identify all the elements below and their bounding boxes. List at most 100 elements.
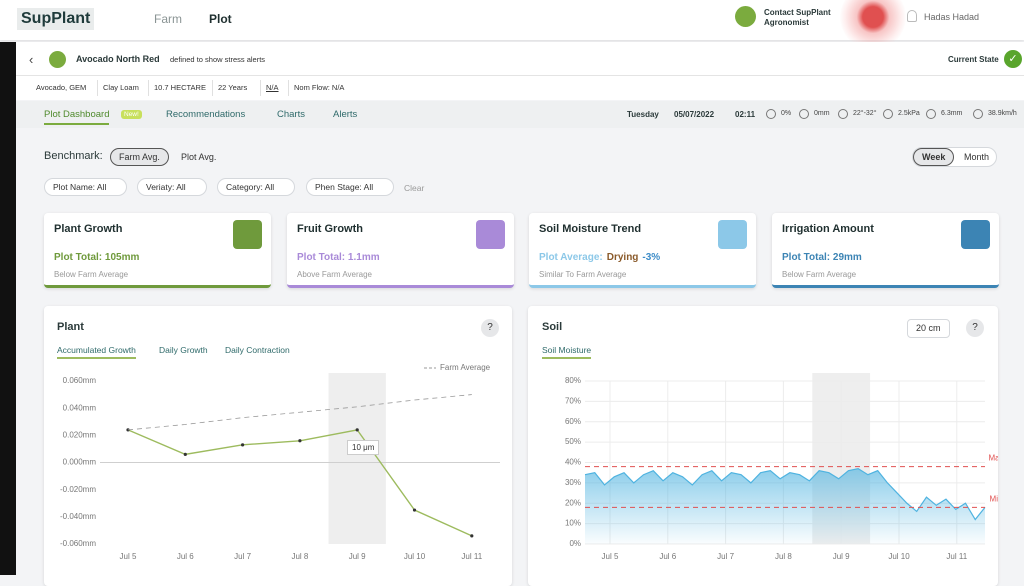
contact-icon[interactable] [735,6,756,27]
subnav-tab[interactable]: Recommendations [166,109,246,120]
benchmark-option[interactable]: Plot Avg. [181,152,217,162]
y-tick-label: 20% [565,498,581,507]
y-tick-label: 0.000mm [63,458,97,467]
x-tick-label: Jul 6 [177,552,194,561]
filter-clear[interactable]: Clear [404,183,425,193]
y-tick-label: 50% [565,437,581,446]
info-divider [212,80,213,96]
depth-select[interactable]: 20 cm [907,319,950,338]
soil-chart: 80% 70% 60% 50% 40% 30% 20% 10% 0% Jul 5 Jul 6 Jul … [565,373,998,561]
period-option[interactable]: Week [913,148,955,166]
card-title: Irrigation Amount [782,223,874,235]
card-note: Above Farm Average [297,270,373,279]
plant-chart: 0.060mm 0.040mm 0.020mm 0.000mm -0.020mm -0.0… [60,363,500,561]
user-name[interactable]: Hadas Hadad [924,12,980,22]
weather-icon [973,109,983,119]
panel-tab[interactable]: Accumulated Growth [57,345,136,359]
x-tick-label: Jul 8 [775,552,792,561]
weather-icon [799,109,809,119]
y-tick-label: -0.060mm [60,539,96,548]
y-tick-label: 30% [565,478,581,487]
card-value: Plot Average: [539,252,603,263]
y-tick-label: 80% [565,376,581,385]
subnav-tab[interactable]: Alerts [333,109,358,120]
card-value: Plot Total: 29mm [782,252,862,263]
x-tick-label: Jul 10 [888,552,910,561]
info-item: 10.7 HECTARE [154,83,206,92]
weather-value: 0mm [814,110,830,117]
filter[interactable]: Plot Name: All [44,178,128,196]
x-tick-label: Jul 5 [120,552,137,561]
subnav-tab[interactable]: Plot Dashboard [44,109,110,125]
plot-note: defined to show stress alerts [170,55,266,64]
panel-tab[interactable]: Daily Growth [159,345,208,355]
weather-time: 02:11 [735,110,756,119]
threshold-label: Max [988,454,998,463]
info-item: 22 Years [218,83,248,92]
info-item: Nom Flow: N/A [294,83,345,92]
help-button[interactable]: ? [966,319,984,337]
highlight-band [328,373,386,544]
y-tick-label: 10% [565,519,581,528]
plot-header [16,42,1024,100]
filter[interactable]: Category: All [217,178,296,196]
panel-tab[interactable]: Daily Contraction [225,345,290,355]
weather-icon [883,109,893,119]
back-button[interactable]: ‹ [29,52,34,67]
x-tick-label: Jul 9 [833,552,850,561]
card-title: Plant Growth [54,223,123,235]
brand[interactable]: SupPlant [17,8,95,30]
y-tick-label: 70% [565,396,581,405]
info-divider [260,80,261,96]
filter[interactable]: Veriaty: All [137,178,207,196]
side-strip [0,42,16,575]
card-note: Below Farm Average [54,270,129,279]
y-tick-label: 40% [565,458,581,467]
x-tick-label: Jul 11 [946,552,967,561]
weather-value: 0% [781,110,792,117]
weather-value: 22°-32° [853,110,877,117]
card-value: -3% [642,252,661,263]
user-icon[interactable] [907,10,917,22]
card-value: Plot Total: 105mm [54,252,140,263]
card-value: Drying [606,252,639,263]
card-icon [718,220,747,249]
weather-date: 05/07/2022 [674,110,715,119]
help-button[interactable]: ? [481,319,499,337]
period-option[interactable]: Month [964,152,990,162]
weather-value: 2.5kPa [898,110,920,117]
panel-tab[interactable]: Soil Moisture [542,345,592,359]
badge: New! [121,110,142,119]
card-icon [476,220,505,249]
y-tick-label: 0.020mm [63,430,97,439]
x-tick-label: Jul 10 [404,552,426,561]
contact-text[interactable]: Agronomist [764,18,809,27]
x-tick-label: Jul 7 [234,552,251,561]
y-tick-label: 0% [569,539,581,548]
data-line [584,467,986,521]
y-tick-label: 60% [565,417,581,426]
divider [16,75,1024,76]
contact-text[interactable]: Contact SupPlant [764,8,831,17]
card-title: Fruit Growth [297,223,363,235]
y-tick-label: 0.060mm [63,376,97,385]
data-point [241,443,245,447]
card-title: Soil Moisture Trend [539,223,642,235]
data-point [298,439,302,443]
weather-value: 6.3mm [941,110,963,117]
y-tick-label: -0.040mm [60,512,96,521]
data-point [183,452,187,456]
card-value: Plot Total: 1.1mm [297,252,380,263]
weather-icon [766,109,776,119]
subnav-tab[interactable]: Charts [277,109,305,120]
benchmark-option[interactable]: Farm Avg. [110,148,169,166]
nav-tab[interactable]: Farm [154,12,182,26]
nav-tab[interactable]: Plot [209,12,232,26]
filter[interactable]: Phen Stage: All [306,178,395,196]
card-note: Below Farm Average [782,270,857,279]
data-point [470,534,474,538]
panel-title: Soil [542,321,563,333]
card-icon [961,220,990,249]
subnav [16,101,1024,128]
